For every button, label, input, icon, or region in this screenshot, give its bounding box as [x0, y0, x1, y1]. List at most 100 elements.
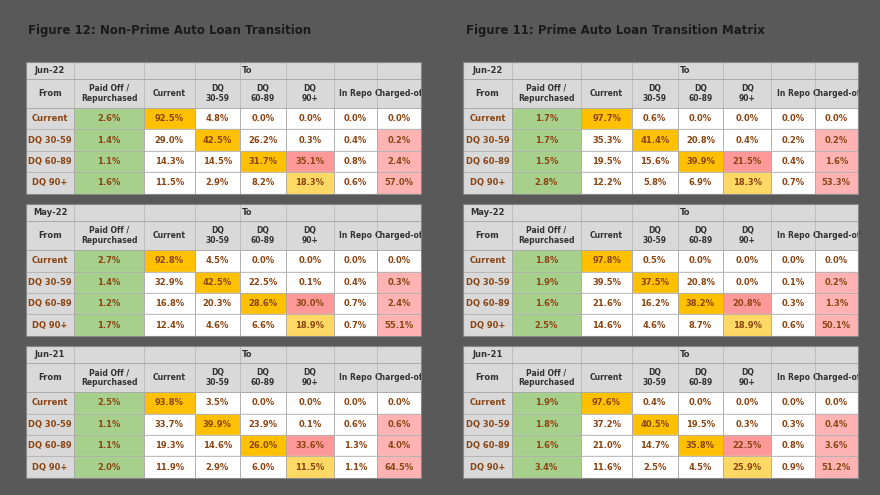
Text: DQ 90+: DQ 90+: [470, 178, 505, 188]
Text: DQ 90+: DQ 90+: [33, 321, 68, 330]
Bar: [26, 172, 74, 194]
Text: 4.0%: 4.0%: [387, 441, 411, 450]
Bar: [772, 250, 815, 272]
Bar: [26, 363, 421, 392]
Text: DQ
30-59: DQ 30-59: [642, 84, 667, 103]
Text: 0.2%: 0.2%: [387, 136, 411, 145]
Text: 22.5%: 22.5%: [733, 441, 762, 450]
Bar: [511, 414, 582, 435]
Text: 0.4%: 0.4%: [825, 420, 848, 429]
Bar: [582, 129, 632, 151]
Bar: [26, 456, 74, 478]
Bar: [74, 435, 144, 456]
Text: Current: Current: [153, 231, 186, 240]
Bar: [144, 456, 194, 478]
Bar: [286, 392, 334, 414]
Bar: [772, 108, 815, 129]
Bar: [26, 129, 74, 151]
Bar: [334, 250, 378, 272]
Text: 3.6%: 3.6%: [825, 441, 848, 450]
Bar: [815, 108, 858, 129]
Text: 19.3%: 19.3%: [155, 441, 184, 450]
Bar: [240, 435, 286, 456]
Bar: [678, 250, 723, 272]
Bar: [464, 435, 511, 456]
Text: 21.6%: 21.6%: [592, 299, 621, 308]
Bar: [74, 314, 144, 336]
Text: DQ 60-89: DQ 60-89: [28, 157, 72, 166]
Bar: [632, 172, 678, 194]
Text: 37.5%: 37.5%: [641, 278, 669, 287]
Bar: [815, 272, 858, 293]
Bar: [582, 151, 632, 172]
Text: 0.0%: 0.0%: [781, 398, 804, 407]
Text: 1.1%: 1.1%: [98, 420, 121, 429]
Text: 19.5%: 19.5%: [686, 420, 715, 429]
Text: 0.0%: 0.0%: [298, 256, 321, 265]
Bar: [632, 272, 678, 293]
Bar: [286, 151, 334, 172]
Bar: [286, 293, 334, 314]
Bar: [194, 151, 240, 172]
Bar: [511, 293, 582, 314]
Text: 0.6%: 0.6%: [387, 420, 411, 429]
Text: 4.8%: 4.8%: [206, 114, 229, 123]
Text: 0.0%: 0.0%: [689, 114, 712, 123]
Text: 0.1%: 0.1%: [298, 278, 321, 287]
Bar: [815, 172, 858, 194]
Text: 0.7%: 0.7%: [781, 178, 804, 188]
Text: 11.9%: 11.9%: [155, 463, 184, 472]
Bar: [723, 151, 772, 172]
Text: 51.2%: 51.2%: [822, 463, 851, 472]
Bar: [286, 435, 334, 456]
Bar: [378, 172, 421, 194]
Bar: [286, 129, 334, 151]
Text: 64.5%: 64.5%: [385, 463, 414, 472]
Text: 1.6%: 1.6%: [825, 157, 848, 166]
Bar: [582, 272, 632, 293]
Bar: [632, 250, 678, 272]
Bar: [772, 293, 815, 314]
Bar: [511, 272, 582, 293]
Text: DQ
90+: DQ 90+: [739, 368, 756, 388]
Text: Charged-of: Charged-of: [812, 231, 861, 240]
Bar: [240, 250, 286, 272]
Text: DQ 90+: DQ 90+: [33, 463, 68, 472]
Bar: [334, 272, 378, 293]
Bar: [632, 129, 678, 151]
Text: 35.8%: 35.8%: [686, 441, 715, 450]
Text: 1.9%: 1.9%: [535, 398, 558, 407]
Bar: [240, 456, 286, 478]
Bar: [723, 129, 772, 151]
Bar: [378, 129, 421, 151]
Bar: [194, 456, 240, 478]
Bar: [464, 363, 858, 392]
Bar: [286, 314, 334, 336]
Bar: [464, 250, 511, 272]
Bar: [511, 392, 582, 414]
Text: 14.3%: 14.3%: [155, 157, 184, 166]
Text: 11.6%: 11.6%: [592, 463, 621, 472]
Text: 22.5%: 22.5%: [248, 278, 278, 287]
Text: Jun-22: Jun-22: [35, 66, 65, 75]
Bar: [26, 293, 74, 314]
Bar: [511, 151, 582, 172]
Text: 1.4%: 1.4%: [98, 136, 121, 145]
Bar: [240, 172, 286, 194]
Text: DQ 60-89: DQ 60-89: [28, 441, 72, 450]
Text: Current: Current: [32, 256, 69, 265]
Text: In Repo: In Repo: [339, 89, 372, 98]
Text: 0.4%: 0.4%: [344, 136, 367, 145]
Bar: [678, 151, 723, 172]
Bar: [334, 108, 378, 129]
Text: 53.3%: 53.3%: [822, 178, 851, 188]
Bar: [144, 392, 194, 414]
Bar: [26, 314, 74, 336]
Bar: [632, 435, 678, 456]
Text: DQ
30-59: DQ 30-59: [205, 368, 230, 388]
Text: 28.6%: 28.6%: [248, 299, 277, 308]
Text: DQ 30-59: DQ 30-59: [466, 278, 510, 287]
Bar: [582, 172, 632, 194]
Text: Paid Off /
Repurchased: Paid Off / Repurchased: [81, 226, 137, 246]
Text: 21.0%: 21.0%: [592, 441, 621, 450]
